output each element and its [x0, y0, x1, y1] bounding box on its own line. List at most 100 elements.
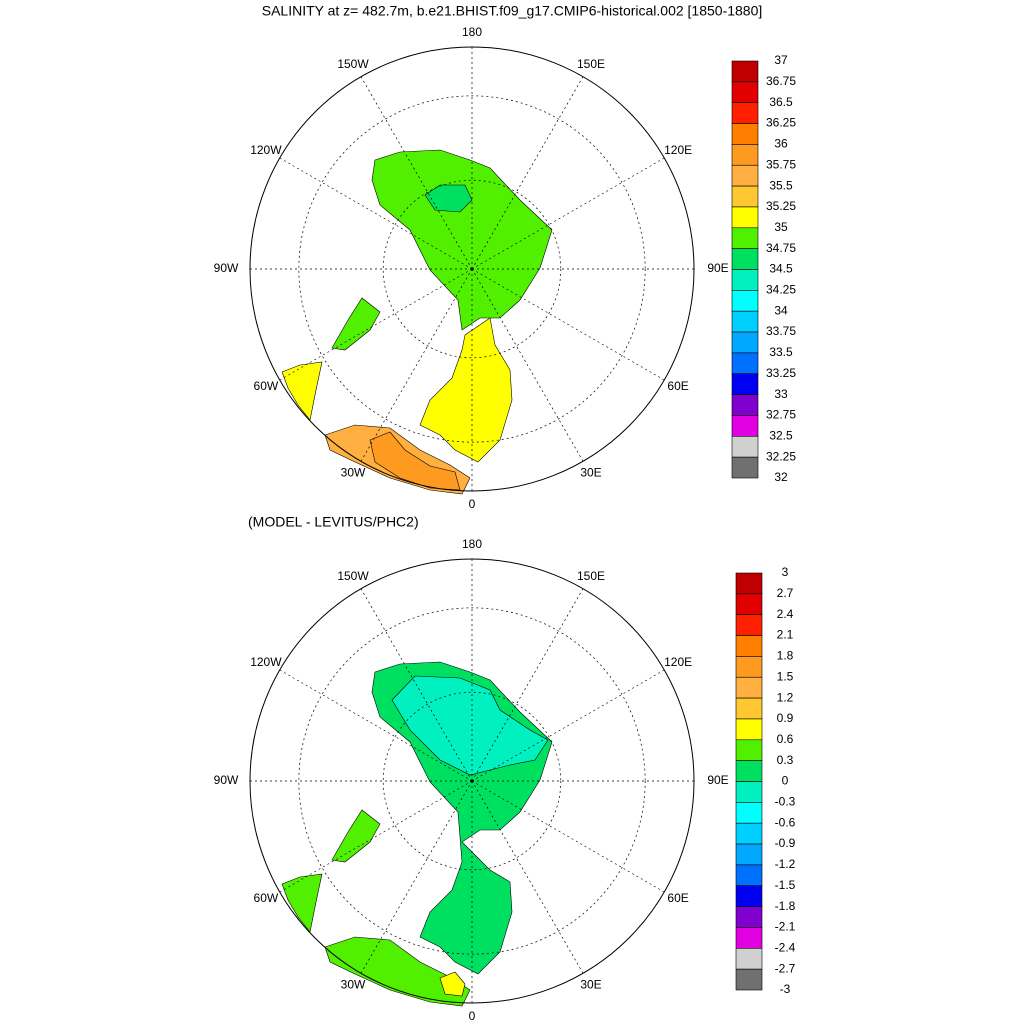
meridian: [279, 268, 473, 381]
longitude-label: 60W: [254, 891, 279, 905]
map-boundary: [249, 46, 695, 492]
colorbar-box: [731, 102, 759, 124]
colorbar-box: [731, 269, 759, 291]
colorbar-label: 35: [774, 220, 788, 234]
colorbar-box: [731, 227, 759, 249]
longitude-label: 120E: [664, 655, 692, 669]
longitude-label: 60E: [667, 379, 688, 393]
colorbar-box: [735, 968, 763, 991]
colorbar-label: -0.6: [775, 815, 796, 829]
meridian: [471, 780, 584, 974]
field-regions: [281, 149, 553, 495]
colorbar-label: 32.75: [766, 408, 796, 422]
colorbar-box: [735, 697, 763, 720]
colorbar-label: 2.1: [777, 628, 794, 642]
longitude-label: 0: [469, 1009, 476, 1023]
longitude-label: 150E: [577, 569, 605, 583]
colorbar-box: [731, 164, 759, 187]
colorbar-box: [735, 843, 763, 866]
longitude-label: 60E: [667, 891, 688, 905]
colorbar-box: [735, 572, 763, 595]
longitude-label: 180: [462, 537, 482, 551]
meridian: [360, 588, 473, 782]
region: [391, 675, 549, 776]
colorbar-label: 1.8: [777, 649, 794, 663]
title: SALINITY at z= 482.7m, b.e21.BHIST.f09_g…: [262, 3, 763, 19]
colorbar-box: [735, 781, 763, 803]
region: [331, 297, 381, 351]
meridian: [471, 268, 665, 381]
longitude-label: 120W: [250, 655, 282, 669]
colorbar-box: [735, 656, 763, 678]
longitude-label: 30E: [580, 466, 601, 480]
colorbar-label: 36.5: [769, 95, 793, 109]
colorbar-label: 1.2: [777, 690, 794, 704]
colorbar-label: -0.9: [775, 836, 796, 850]
colorbar-box: [735, 760, 763, 782]
colorbar-label: 36: [774, 137, 788, 151]
region: [439, 971, 466, 997]
colorbar-box: [731, 81, 759, 103]
colorbar-label: 33.25: [766, 366, 796, 380]
longitude-label: 30W: [341, 978, 366, 992]
colorbar-label: 35.75: [766, 157, 796, 171]
colorbar-label: 34.75: [766, 241, 796, 255]
meridian: [360, 76, 473, 270]
longitude-label: 90E: [707, 261, 728, 275]
colorbar-label: -2.1: [775, 920, 796, 934]
colorbar-box: [731, 373, 759, 395]
longitude-label: 60W: [254, 379, 279, 393]
colorbar-label: 0.6: [777, 732, 794, 746]
colorbar-label: 3: [782, 565, 789, 579]
colorbar-box: [735, 739, 763, 761]
longitude-label: 180: [462, 25, 482, 39]
meridian: [471, 157, 665, 270]
colorbar-box: [731, 456, 759, 479]
colorbar-box: [731, 435, 759, 458]
colorbar-box: [735, 802, 763, 824]
colorbar-label: -1.8: [775, 899, 796, 913]
longitude-label: 0: [469, 497, 476, 511]
meridian: [471, 780, 665, 893]
region: [281, 873, 323, 933]
meridian: [279, 157, 473, 270]
colorbar-box: [735, 822, 763, 845]
meridian: [360, 268, 473, 462]
region: [369, 431, 461, 491]
region: [324, 936, 471, 1007]
map-boundary: [249, 558, 695, 1004]
colorbar-box: [731, 206, 759, 229]
colorbar-box: [735, 614, 763, 636]
longitude-label: 120E: [664, 143, 692, 157]
region: [331, 809, 381, 863]
colorbar-label: 0.3: [777, 753, 794, 767]
colorbar-box: [735, 676, 763, 699]
meridian: [471, 669, 665, 782]
colorbar-label: 37: [774, 53, 788, 67]
meridian: [471, 588, 584, 782]
colorbar-label: -2.4: [775, 940, 796, 954]
colorbar-label: 33.5: [769, 345, 793, 359]
colorbar-box: [731, 60, 759, 83]
longitude-label: 150W: [337, 57, 369, 71]
colorbar-box: [731, 415, 759, 437]
colorbar-label: 0.9: [777, 711, 794, 725]
colorbar-box: [731, 310, 759, 333]
colorbar-box: [731, 123, 759, 145]
latitude-circle: [298, 607, 646, 955]
meridian: [279, 669, 473, 782]
longitude-label: 90E: [707, 773, 728, 787]
colorbar-label: 33: [774, 387, 788, 401]
colorbar-label: 0: [782, 774, 789, 788]
colorbar-label: 1.5: [777, 669, 794, 683]
meridian: [471, 76, 584, 270]
colorbar-label: 34: [774, 303, 788, 317]
colorbar-label: 32.25: [766, 449, 796, 463]
colorbar-box: [735, 885, 763, 907]
colorbar-box: [735, 718, 763, 741]
colorbar-label: 32.5: [769, 428, 793, 442]
meridian: [279, 780, 473, 893]
colorbar-label: 34.25: [766, 283, 796, 297]
colorbar-label: 33.75: [766, 324, 796, 338]
